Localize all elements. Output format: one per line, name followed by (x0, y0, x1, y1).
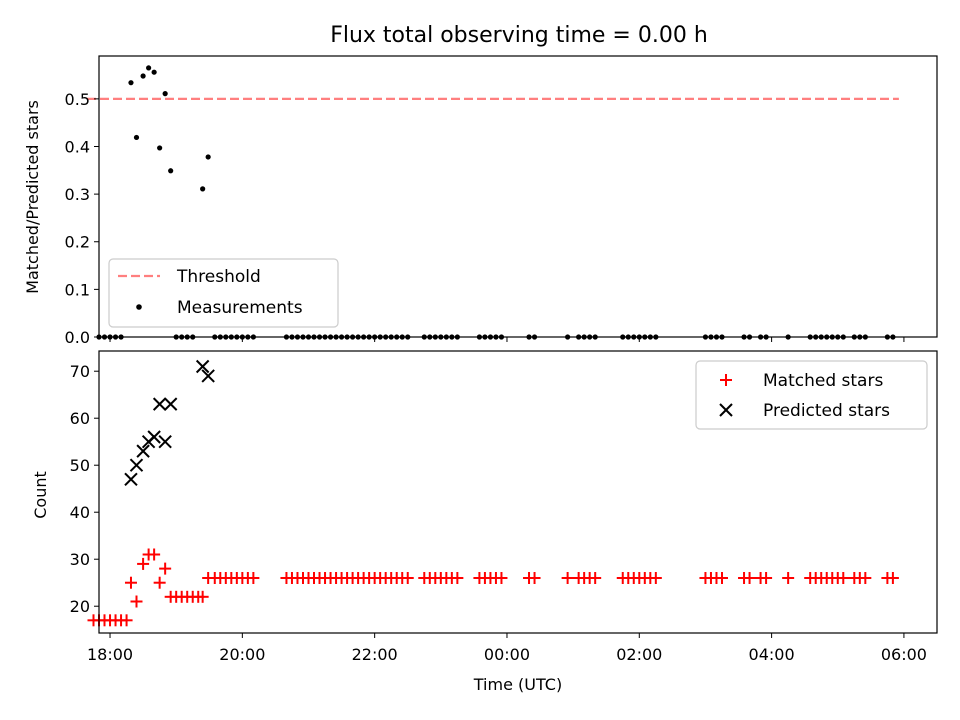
matched-star-point (130, 595, 143, 608)
matched-star-point (120, 614, 133, 627)
bottom-y-tick-label: 40 (70, 503, 90, 522)
bottom-y-ticks: 20 30 40 50 60 70 (70, 362, 99, 616)
chart-title: Flux total observing time = 0.00 h (330, 23, 708, 48)
predicted-star-point (124, 472, 138, 487)
legend-matched-label: Matched stars (763, 371, 883, 391)
measurement-point (128, 80, 134, 86)
matched-star-point (528, 572, 541, 585)
predicted-star-point (136, 444, 150, 458)
matched-star-point (451, 572, 464, 585)
legend-measurements-label: Measurements (177, 298, 303, 318)
bottom-y-axis-label: Count (31, 471, 50, 519)
matched-star-point (589, 572, 602, 585)
matched-star-point (247, 572, 260, 585)
bottom-y-tick-label: 70 (70, 362, 90, 381)
bottom-y-tick-label: 60 (70, 409, 90, 428)
top-y-tick-label: 0.0 (65, 328, 90, 347)
matched-star-point (743, 572, 756, 585)
bottom-x-tick-label: 22:00 (352, 645, 398, 664)
top-y-ticks: 0.0 0.1 0.2 0.3 0.4 0.5 (65, 90, 99, 347)
bottom-x-tick-label: 02:00 (616, 645, 662, 664)
top-axes: 0.0 0.1 0.2 0.3 0.4 0.5 Matched/Predicted sta… (23, 55, 938, 347)
measurement-point (162, 91, 168, 97)
legend-matched-swatch (720, 374, 732, 386)
top-legend: Threshold Measurements (108, 258, 339, 328)
matched-star-point (715, 572, 728, 585)
bottom-y-tick-label: 30 (70, 550, 90, 569)
bottom-legend-box (695, 360, 928, 430)
matched-star-point (561, 572, 574, 585)
top-y-tick-label: 0.1 (65, 280, 90, 299)
matched-star-point (859, 572, 872, 585)
bottom-axes-frame (98, 350, 938, 634)
measurement-point (205, 154, 211, 160)
bottom-legend: Matched stars Predicted stars (695, 360, 928, 430)
matched-star-point (159, 562, 172, 575)
predicted-star-point (147, 430, 161, 444)
matched-star-point (782, 572, 795, 585)
bottom-x-tick-label: 18:00 (87, 645, 133, 664)
measurement-point (157, 145, 163, 151)
measurement-point (168, 168, 174, 174)
matched-star-point (148, 548, 161, 561)
matched-star-point (495, 572, 508, 585)
matched-star-point (760, 572, 773, 585)
predicted-star-point (195, 359, 210, 374)
bottom-x-tick-label: 06:00 (881, 645, 927, 664)
matched-star-point (886, 572, 899, 585)
measurement-point (146, 65, 152, 71)
bottom-y-tick-label: 20 (70, 597, 90, 616)
legend-predicted-swatch (719, 403, 733, 417)
bottom-x-tick-label: 20:00 (219, 645, 265, 664)
top-x-ticks (109, 337, 905, 342)
legend-predicted-label: Predicted stars (763, 401, 890, 421)
matched-star-point (124, 576, 137, 589)
predicted-star-point (201, 369, 215, 383)
bottom-x-tick-label: 00:00 (484, 645, 530, 664)
matched-star-point (837, 572, 850, 585)
top-legend-box (108, 258, 339, 328)
measurement-point (133, 134, 140, 141)
top-axes-frame (98, 55, 938, 338)
top-y-tick-label: 0.2 (65, 233, 90, 252)
legend-threshold-label: Threshold (176, 267, 261, 287)
top-y-tick-label: 0.4 (65, 137, 90, 156)
top-y-axis-label: Matched/Predicted stars (23, 100, 42, 294)
bottom-x-axis-label: Time (UTC) (473, 675, 562, 694)
bottom-x-tick-label: 04:00 (749, 645, 795, 664)
matched-star-point (401, 572, 414, 585)
predicted-star-point (163, 397, 178, 411)
measurement-point (140, 73, 146, 79)
measurement-point (200, 186, 206, 192)
legend-measurements-swatch (136, 304, 142, 310)
top-y-tick-label: 0.3 (65, 185, 90, 204)
bottom-x-ticks: 18:00 20:00 22:00 00:00 02:00 04:00 06:00 (87, 633, 927, 664)
matched-star-point (196, 590, 209, 603)
matched-star-point (153, 576, 166, 589)
predicted-star-point (158, 435, 172, 449)
predicted-star-point (152, 397, 167, 411)
top-y-tick-label: 0.5 (65, 90, 90, 109)
bottom-y-tick-label: 50 (70, 456, 90, 475)
bottom-plot-marks (87, 359, 899, 627)
bottom-axes: 20 30 40 50 60 70 18:00 20:00 22:00 00:00 02:00 04… (31, 350, 938, 694)
predicted-star-point (129, 458, 144, 472)
measurement-point (151, 69, 157, 75)
matched-star-point (137, 557, 150, 570)
matched-star-point (649, 572, 662, 585)
